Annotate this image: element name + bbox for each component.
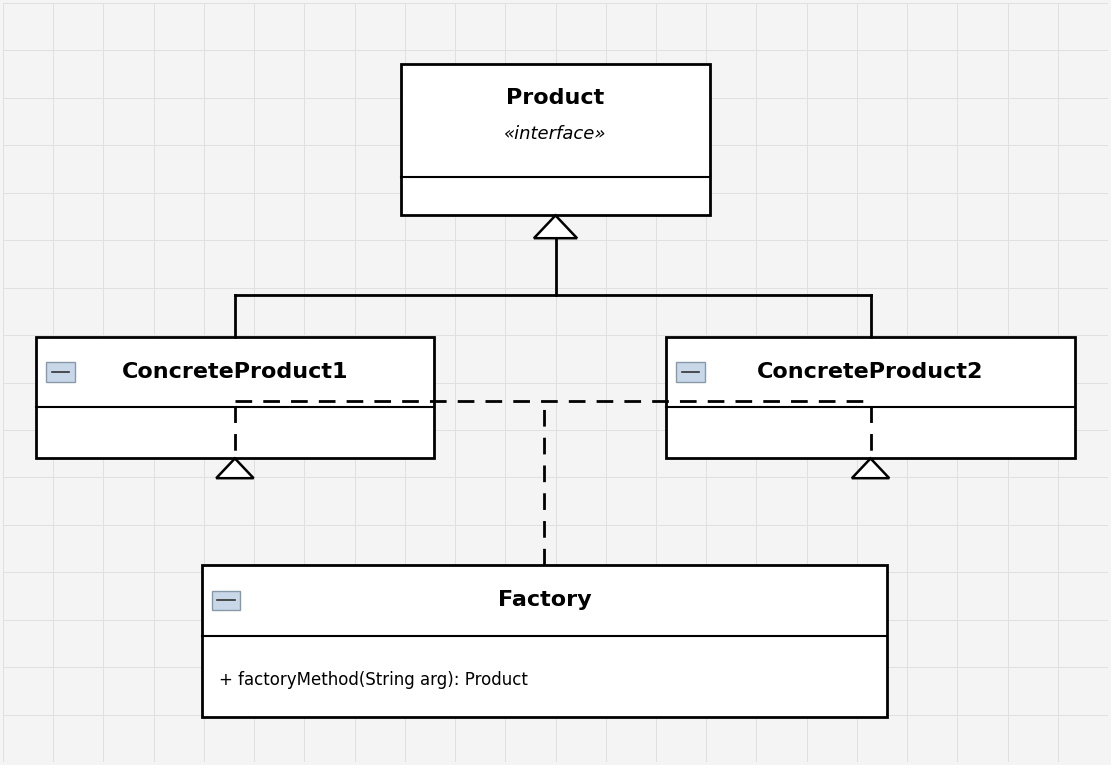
Polygon shape: [217, 458, 253, 478]
Polygon shape: [852, 458, 889, 478]
Bar: [212, 591, 240, 610]
Bar: [36, 337, 434, 458]
Text: ConcreteProduct1: ConcreteProduct1: [122, 362, 348, 382]
Bar: [46, 363, 74, 382]
Text: «interface»: «interface»: [504, 125, 607, 143]
Text: + factoryMethod(String arg): Product: + factoryMethod(String arg): Product: [220, 672, 529, 689]
Text: Product: Product: [507, 88, 604, 108]
Polygon shape: [534, 216, 577, 238]
Text: Factory: Factory: [498, 591, 591, 610]
Bar: [665, 337, 1075, 458]
Text: ConcreteProduct2: ConcreteProduct2: [758, 362, 983, 382]
Bar: [675, 363, 704, 382]
Bar: [401, 63, 710, 216]
Bar: [202, 565, 887, 717]
